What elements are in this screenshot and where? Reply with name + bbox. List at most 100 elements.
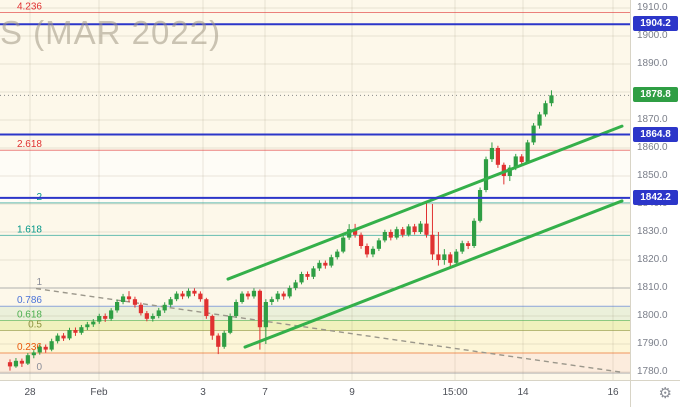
time-tick-label: 9 (349, 387, 355, 398)
fib-band (0, 330, 630, 353)
candle-body (216, 335, 221, 347)
time-tick-label: 14 (517, 387, 529, 398)
candle-body (7, 362, 13, 367)
price-tick-label: 1820.0 (637, 254, 668, 265)
time-tick-label: 15:00 (442, 387, 468, 398)
candle-body (430, 234, 435, 255)
candle-body (406, 226, 411, 235)
candle-body (317, 262, 322, 269)
fib-label: 0.618 (17, 309, 42, 320)
candle-body (132, 299, 138, 305)
candle-body (489, 148, 495, 160)
time-tick-label: 16 (607, 387, 619, 398)
candle-body (305, 274, 310, 277)
candle-body (31, 352, 36, 356)
candle-body (424, 223, 429, 235)
candle-body (388, 232, 393, 238)
candle-body (210, 316, 215, 336)
candle-body (394, 229, 399, 238)
last-price-badge: 1878.8 (633, 87, 678, 103)
time-tick-label: 28 (24, 387, 36, 398)
candle-body (180, 293, 185, 297)
candle-body (37, 346, 42, 353)
candle-body (436, 254, 441, 260)
candle-body (245, 293, 251, 297)
price-tick-label: 1790.0 (637, 338, 668, 349)
candle-body (472, 220, 477, 246)
time-axis[interactable]: 28 Feb 3 7 9 15:00 14 16 (0, 380, 630, 407)
price-tick-label: 1850.0 (637, 170, 668, 181)
fib-label: 0.5 (28, 320, 42, 331)
candle-body (299, 274, 304, 283)
candle-body (507, 167, 512, 176)
candle-body (454, 251, 459, 263)
candle-body (198, 293, 203, 300)
candle-body (251, 290, 257, 297)
line-price-badge[interactable]: 1864.8 (633, 126, 678, 142)
candle-body (335, 251, 340, 258)
candle-body (483, 159, 489, 190)
candle-body (234, 302, 239, 316)
candle-body (239, 293, 245, 302)
candle-body (138, 304, 143, 314)
price-axis[interactable]: 1910.01900.01890.01880.01870.01860.01850… (630, 0, 680, 380)
candle-body (109, 310, 114, 319)
candle-body (293, 282, 298, 288)
fib-label: 4.236 (17, 1, 42, 12)
settings-icon[interactable]: ⚙ (658, 385, 672, 402)
candle-body (400, 229, 405, 235)
axis-corner: ⚙ (630, 380, 680, 407)
candle-body (263, 302, 268, 328)
candle-body (61, 335, 66, 339)
candle-body (466, 243, 471, 246)
candle-body (269, 299, 274, 302)
candle-body (549, 95, 554, 104)
candle-body (382, 232, 387, 241)
line-price-badge[interactable]: 1842.2 (633, 189, 678, 205)
candle-body (49, 341, 54, 350)
price-tick-label: 1830.0 (637, 226, 668, 237)
candle-body (168, 299, 173, 305)
candle-body (448, 254, 453, 263)
fib-label: 0 (36, 362, 42, 373)
candle-body (418, 223, 423, 232)
fib-label: 1 (36, 277, 42, 288)
candle-body (460, 243, 465, 252)
candle-body (543, 103, 548, 115)
candle-body (537, 114, 542, 126)
channel-line-upper[interactable] (226, 124, 624, 281)
price-tick-label: 1890.0 (637, 58, 668, 69)
price-tick-label: 1900.0 (637, 30, 668, 41)
line-price-badge[interactable]: 1904.2 (633, 16, 678, 32)
candle-body (376, 240, 381, 249)
candle-body (25, 355, 30, 364)
candle-body (275, 293, 280, 300)
price-tick-label: 1810.0 (637, 282, 668, 293)
price-tick-label: 1860.0 (637, 142, 668, 153)
candle-body (204, 299, 209, 316)
candle-body (281, 293, 286, 297)
time-tick-label: Feb (90, 387, 108, 398)
candle-body (150, 316, 155, 319)
candle-body (228, 316, 233, 333)
candle-body (358, 234, 364, 246)
candle-body (311, 268, 316, 277)
price-tick-label: 1910.0 (637, 2, 668, 13)
candle-body (329, 257, 334, 266)
candle-body (156, 310, 161, 316)
price-tick-label: 1870.0 (637, 114, 668, 125)
candle-body (43, 346, 48, 350)
candle-body (13, 360, 19, 367)
candle-body (525, 142, 530, 162)
candle-body (174, 293, 179, 300)
candle-body (477, 190, 483, 221)
candle-body (73, 330, 78, 333)
candle-body (323, 262, 328, 266)
fib-band (0, 150, 630, 203)
fib-band (0, 352, 630, 374)
candle-body (186, 290, 191, 297)
fib-label: 1.618 (17, 224, 42, 235)
channel-line-lower[interactable] (243, 199, 624, 349)
